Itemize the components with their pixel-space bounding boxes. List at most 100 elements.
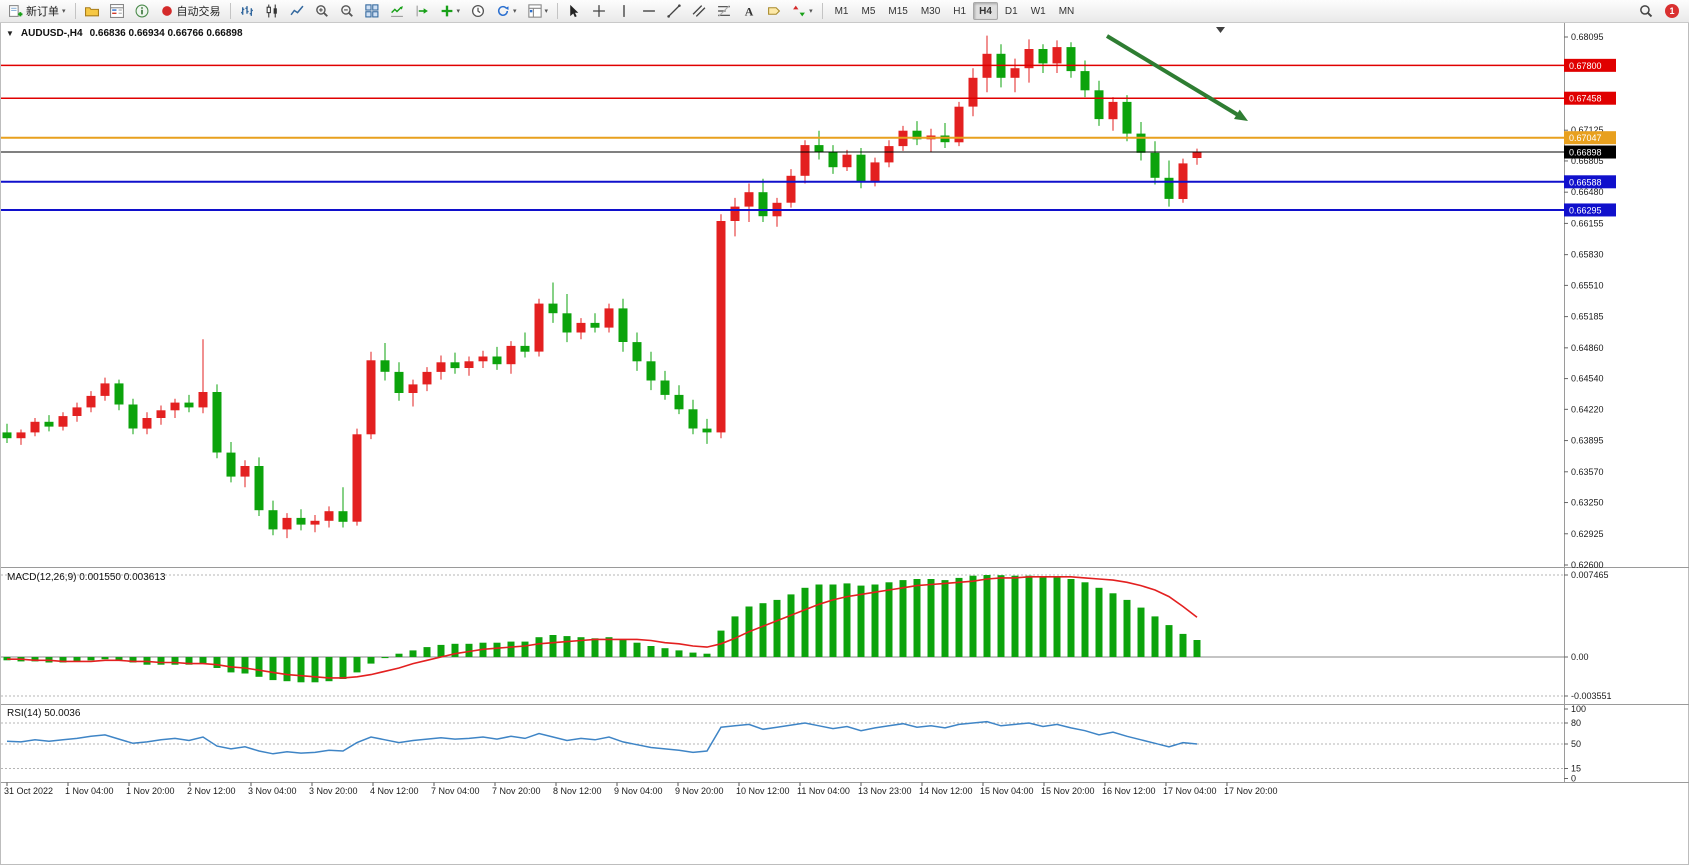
- cycles-button[interactable]: ▾: [491, 1, 522, 21]
- candlestick: [436, 355, 446, 380]
- macd-histogram-bar: [1193, 640, 1201, 657]
- crosshair-tool-button[interactable]: [587, 1, 611, 21]
- templates-button[interactable]: ▾: [523, 1, 554, 21]
- candlestick: [1178, 158, 1188, 203]
- market-watch-button[interactable]: [105, 1, 129, 21]
- candlestick: [184, 394, 194, 413]
- macd-histogram-bar: [283, 657, 291, 682]
- candlestick: [30, 418, 40, 437]
- candlestick: [632, 332, 642, 371]
- candlestick: [912, 121, 922, 146]
- macd-histogram-bar: [857, 585, 865, 657]
- tile-windows-button[interactable]: [360, 1, 384, 21]
- timeframe-button-m1[interactable]: M1: [829, 2, 855, 20]
- macd-histogram-bar: [885, 582, 893, 657]
- timeframe-button-mn[interactable]: MN: [1053, 2, 1081, 20]
- zoom-in-icon: [315, 4, 329, 18]
- bar-chart-button[interactable]: [235, 1, 259, 21]
- macd-histogram-bar: [661, 648, 669, 657]
- macd-scale-tick: 0.007465: [1571, 570, 1609, 580]
- data-window-button[interactable]: [130, 1, 154, 21]
- timeframe-button-h1[interactable]: H1: [947, 2, 972, 20]
- timeframe-button-w1[interactable]: W1: [1025, 2, 1052, 20]
- price-tag-label: 0.67458: [1569, 94, 1602, 104]
- channel-tool-button[interactable]: [687, 1, 711, 21]
- label-tool-button[interactable]: [762, 1, 786, 21]
- zoom-in-button[interactable]: [310, 1, 334, 21]
- macd-histogram-bar: [577, 637, 585, 657]
- new-order-label: 新订单: [26, 6, 59, 18]
- autotrading-button[interactable]: 自动交易: [155, 1, 226, 21]
- macd-histogram-bar: [689, 652, 697, 657]
- chart-shift-button[interactable]: [410, 1, 434, 21]
- market-watch-icon: [109, 4, 124, 18]
- cursor-tool-button[interactable]: [562, 1, 586, 21]
- periods-clock-button[interactable]: [466, 1, 490, 21]
- timeframe-button-m30[interactable]: M30: [915, 2, 946, 20]
- candlestick: [296, 509, 306, 531]
- timeframe-button-h4[interactable]: H4: [973, 2, 998, 20]
- timeframe-button-m15[interactable]: M15: [882, 2, 913, 20]
- time-axis-label: 3 Nov 20:00: [309, 786, 358, 796]
- one-click-collapse-icon[interactable]: ▼: [6, 29, 14, 38]
- candlestick-chart-icon: [265, 4, 279, 18]
- time-axis-label: 9 Nov 20:00: [675, 786, 724, 796]
- time-axis-label: 11 Nov 04:00: [797, 786, 850, 796]
- fibonacci-tool-button[interactable]: [712, 1, 736, 21]
- candlestick: [156, 405, 166, 425]
- time-axis-label: 13 Nov 23:00: [858, 786, 912, 796]
- text-tool-button[interactable]: A: [737, 1, 761, 21]
- macd-signal-line: [7, 575, 1198, 679]
- price-tag: 0.66588: [1564, 175, 1616, 189]
- timeframe-button-d1[interactable]: D1: [999, 2, 1024, 20]
- toolbar-right-group: 1: [1634, 1, 1685, 21]
- macd-histogram-bar: [829, 584, 837, 657]
- macd-histogram-bar: [563, 636, 571, 657]
- notification-badge[interactable]: 1: [1665, 4, 1679, 18]
- vertical-line-tool-button[interactable]: [612, 1, 636, 21]
- price-scale-tick: 0.62925: [1571, 529, 1604, 539]
- profiles-button[interactable]: [80, 1, 104, 21]
- autotrading-label: 自动交易: [176, 6, 221, 18]
- line-chart-icon: [289, 4, 304, 18]
- trend-arrow-annotation[interactable]: [1105, 34, 1248, 121]
- price-scale-tick: 0.66805: [1571, 156, 1604, 166]
- macd-indicator-label: MACD(12,26,9) 0.001550 0.003613: [7, 572, 166, 583]
- timeframe-button-m5[interactable]: M5: [855, 2, 881, 20]
- new-order-button[interactable]: 新订单 ▾: [4, 1, 71, 21]
- candlestick-chart-button[interactable]: [260, 1, 284, 21]
- vertical-line-icon: [617, 4, 631, 18]
- chart-canvas[interactable]: 0.680950.677700.674550.671250.668050.664…: [1, 23, 1689, 865]
- candlestick: [282, 513, 292, 539]
- line-chart-button[interactable]: [285, 1, 309, 21]
- search-button[interactable]: [1634, 1, 1658, 21]
- price-scale-tick: 0.68095: [1571, 32, 1604, 42]
- text-icon: A: [742, 4, 756, 18]
- macd-histogram-bar: [437, 644, 445, 657]
- caret-down-icon: ▾: [809, 7, 813, 15]
- macd-histogram-bar: [619, 639, 627, 657]
- candlestick: [114, 379, 124, 411]
- auto-scroll-button[interactable]: [385, 1, 409, 21]
- candlestick: [478, 350, 488, 368]
- macd-histogram-bar: [815, 584, 823, 657]
- chart-shift-marker[interactable]: [1216, 27, 1225, 33]
- price-tag: 0.67800: [1564, 58, 1616, 72]
- zoom-out-button[interactable]: [335, 1, 359, 21]
- macd-histogram-bar: [325, 657, 333, 682]
- candlestick: [310, 515, 320, 533]
- candlestick: [576, 318, 586, 340]
- candlestick: [590, 313, 600, 333]
- macd-histogram-bar: [1067, 579, 1075, 657]
- profiles-icon: [84, 4, 99, 18]
- horizontal-line-tool-button[interactable]: [637, 1, 661, 21]
- macd-histogram-bar: [1109, 593, 1117, 657]
- trendline-tool-button[interactable]: [662, 1, 686, 21]
- add-indicator-button[interactable]: ▾: [435, 1, 466, 21]
- time-axis-label: 3 Nov 04:00: [248, 786, 297, 796]
- time-axis-label: 31 Oct 2022: [4, 786, 53, 796]
- arrows-tool-button[interactable]: ▾: [787, 1, 818, 21]
- price-scale-tick: 0.64860: [1571, 343, 1604, 353]
- macd-histogram-bar: [521, 641, 529, 657]
- rsi-line: [6, 720, 1198, 755]
